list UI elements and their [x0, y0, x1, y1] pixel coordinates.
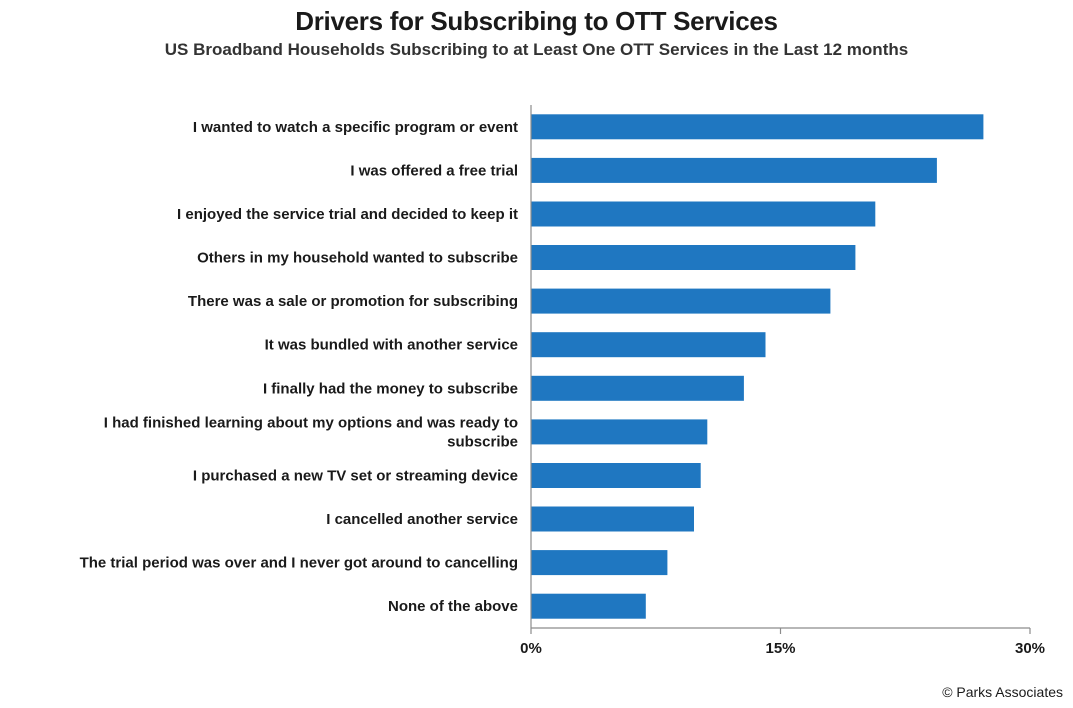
- bar-3: [531, 201, 876, 227]
- category-label-12: None of the above: [388, 598, 518, 615]
- category-label-2: I was offered a free trial: [350, 162, 518, 179]
- copyright-notice: © Parks Associates: [942, 684, 1063, 700]
- x-tick-label-3: 30%: [1015, 640, 1045, 657]
- x-tick-label-1: 0%: [520, 640, 542, 657]
- bar-6: [531, 332, 766, 358]
- bar-11: [531, 550, 668, 576]
- bar-12: [531, 593, 646, 619]
- chart-subtitle: US Broadband Households Subscribing to a…: [164, 40, 909, 59]
- category-label-11: The trial period was over and I never go…: [80, 555, 518, 572]
- bar-5: [531, 288, 831, 314]
- category-label-9: I purchased a new TV set or streaming de…: [193, 468, 518, 485]
- category-label-3: I enjoyed the service trial and decided …: [177, 206, 518, 223]
- category-label-4: Others in my household wanted to subscri…: [197, 250, 518, 267]
- bar-1: [531, 114, 984, 140]
- category-label-7: I finally had the money to subscribe: [263, 380, 518, 397]
- bar-7: [531, 375, 744, 401]
- bar-10: [531, 506, 694, 532]
- category-label-8: I had finished learning about my options…: [104, 414, 518, 450]
- category-label-1: I wanted to watch a specific program or …: [193, 119, 518, 136]
- bar-4: [531, 245, 856, 270]
- category-label-6: It was bundled with another service: [265, 337, 518, 354]
- bar-9: [531, 463, 701, 488]
- bar-2: [531, 157, 937, 183]
- x-tick-label-2: 15%: [765, 640, 795, 657]
- category-label-10: I cancelled another service: [326, 511, 518, 528]
- category-label-5: There was a sale or promotion for subscr…: [188, 293, 518, 310]
- chart-title: Drivers for Subscribing to OTT Services: [295, 6, 778, 36]
- bar-8: [531, 419, 708, 445]
